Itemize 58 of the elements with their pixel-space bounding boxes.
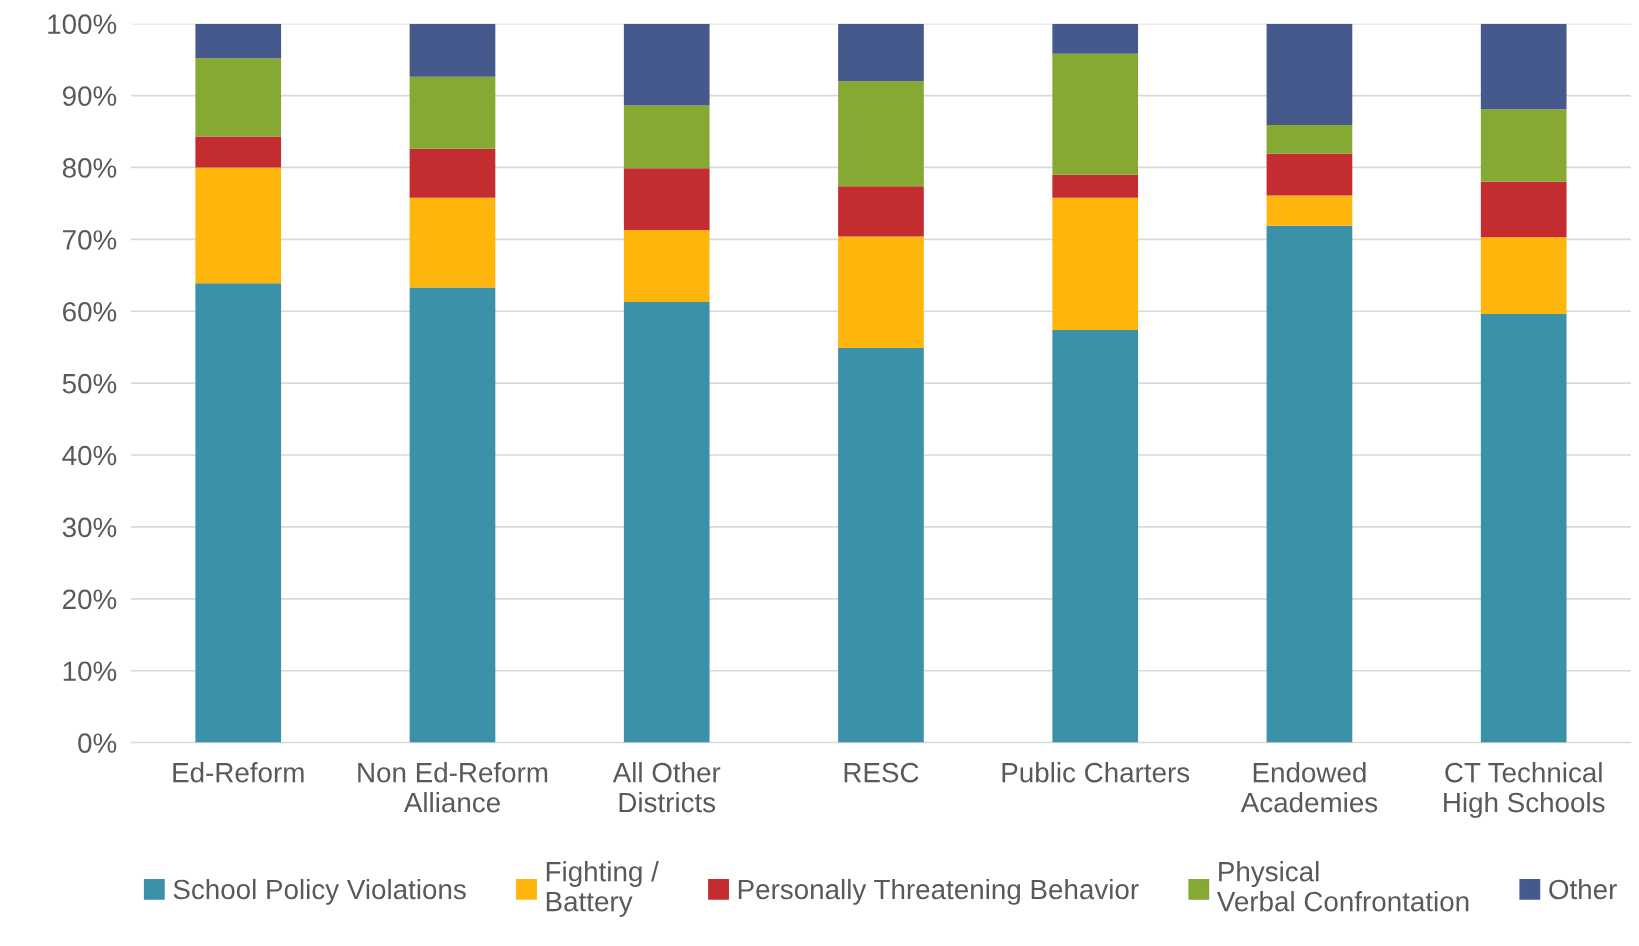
x-tick-label: RESC: [844, 762, 919, 783]
legend-label: Other: [1549, 878, 1617, 900]
y-tick-label: 100%: [48, 14, 117, 34]
legend-label: Physical Verbal Confrontation: [1216, 861, 1469, 912]
bar: [409, 197, 496, 288]
bar: [195, 136, 282, 168]
y-tick-label: 10%: [63, 661, 117, 682]
y-tick-label: 40%: [62, 445, 117, 466]
bar: [838, 81, 924, 187]
bar: [623, 229, 710, 302]
bar: [409, 148, 496, 198]
bar: [838, 347, 924, 743]
bar: [1052, 329, 1139, 743]
bar: [409, 23, 496, 77]
y-tick-label: 60%: [63, 301, 117, 322]
y-tick-label: 0%: [78, 733, 117, 753]
x-tick-label: Endowed Academies: [1240, 762, 1378, 813]
bar: [838, 186, 924, 237]
x-tick-label: Public Charters: [1002, 762, 1190, 783]
y-tick-label: 80%: [62, 158, 117, 178]
bar: [1480, 109, 1567, 182]
bar: [1266, 23, 1353, 126]
x-tick-label: All Other Districts: [612, 762, 721, 813]
bar: [1480, 237, 1567, 315]
bar: [1480, 181, 1567, 238]
y-tick-label: 50%: [62, 373, 117, 394]
y-tick-label: 70%: [63, 230, 117, 250]
legend-label: Fighting / Battery: [546, 861, 659, 917]
legend-label: School Policy Violations: [173, 878, 466, 905]
bar: [409, 287, 496, 743]
bar: [1266, 153, 1353, 196]
bar: [195, 23, 282, 59]
bar: [838, 236, 924, 348]
bar: [1480, 314, 1567, 743]
bar: [623, 23, 710, 106]
bar: [1052, 53, 1139, 175]
x-tick-label: CT Technical High Schools: [1444, 762, 1605, 818]
x-tick-label: Non Ed-Reform Alliance: [358, 762, 548, 813]
legend-label: Personally Threatening Behavior: [738, 878, 1139, 905]
y-tick-label: 20%: [63, 589, 117, 610]
bar: [623, 105, 710, 169]
bar: [623, 168, 710, 230]
bar: [623, 301, 710, 743]
bar: [1266, 195, 1353, 226]
bar: [1052, 23, 1139, 54]
bar: [195, 58, 282, 137]
bar: [1266, 125, 1353, 154]
bar: [1052, 197, 1139, 330]
bar: [409, 76, 496, 149]
x-tick-label: Ed-Reform: [173, 762, 304, 783]
bar: [195, 167, 282, 284]
bar: [1480, 23, 1567, 110]
bar: [195, 283, 282, 743]
bar: [1266, 225, 1353, 743]
y-tick-label: 30%: [62, 517, 117, 538]
bar: [838, 23, 924, 82]
y-tick-label: 90%: [62, 86, 117, 106]
bar: [1052, 174, 1139, 198]
